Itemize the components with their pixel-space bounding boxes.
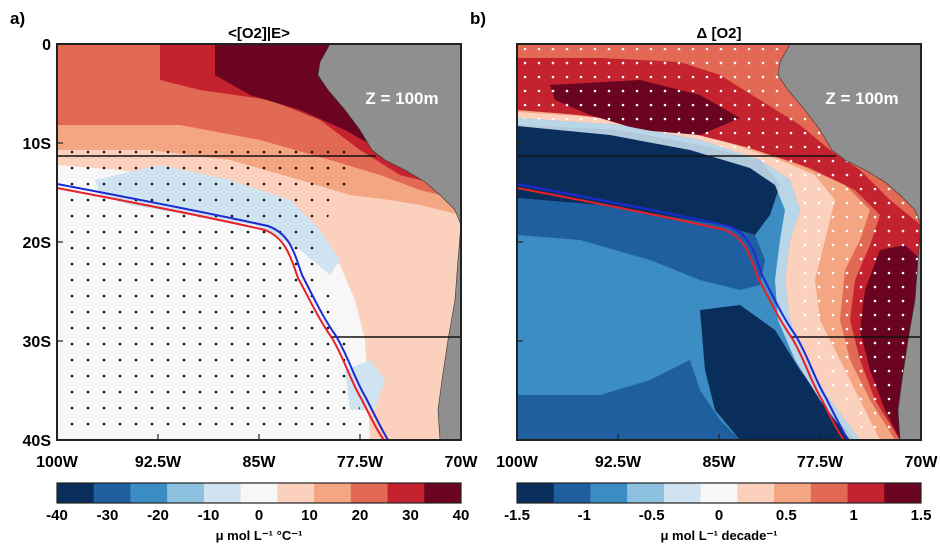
panel-a-colorbar-label: μ mol L⁻¹ °C⁻¹ xyxy=(216,528,303,543)
colorbar-tick-label: -1.5 xyxy=(504,507,530,524)
colorbar-tick-label: -20 xyxy=(147,507,169,524)
x-tick-label: 100W xyxy=(496,454,539,471)
panel-b-land-south xyxy=(897,224,921,440)
panel-a-blue-curve xyxy=(57,183,389,440)
panel-a-colorbar: -40 -30 -20 -10 0 10 20 30 40 xyxy=(46,482,470,524)
panel-b-label: b) xyxy=(470,9,486,28)
colorbar-swatch xyxy=(424,483,462,503)
x-tick-label: 92.5W xyxy=(135,454,182,471)
panel-b-mid-blue xyxy=(517,198,765,290)
colorbar-tick-label: -0.5 xyxy=(639,507,665,524)
x-tick-label: 77.5W xyxy=(797,454,844,471)
colorbar-swatch xyxy=(810,483,849,503)
panel-b-red-curve xyxy=(517,187,845,440)
panel-b-map xyxy=(517,44,921,440)
panel-b-stipple xyxy=(517,44,921,440)
panel-a-annotation: Z = 100m xyxy=(365,89,438,108)
colorbar-swatch xyxy=(590,483,628,503)
y-tick-label: 10S xyxy=(23,136,52,153)
panel-a-y-ticks: 0 10S 20S 30S 40S xyxy=(23,37,63,450)
x-tick-label: 77.5W xyxy=(337,454,384,471)
x-tick-label: 85W xyxy=(243,454,277,471)
x-tick-label: 92.5W xyxy=(595,454,642,471)
colorbar-swatch xyxy=(774,483,812,503)
panel-b-blue-curve xyxy=(517,183,849,440)
panel-b-deep-blue-south xyxy=(700,305,855,440)
colorbar-swatch xyxy=(130,483,168,503)
colorbar-swatch xyxy=(277,483,315,503)
panel-b: b) Δ [O2] Z = 100m 100W 92.5W 85W 77.5W 70W … xyxy=(470,9,938,543)
y-tick-label: 0 xyxy=(42,37,51,54)
panel-b-colorbar: -1.5 -1 -0.5 0 0.5 1 1.5 xyxy=(504,482,932,524)
x-tick-label: 70W xyxy=(905,454,939,471)
colorbar-tick-label: 10 xyxy=(301,507,318,524)
colorbar-swatch xyxy=(203,483,242,503)
panel-b-x-ticks: 100W 92.5W 85W 77.5W 70W xyxy=(496,434,938,471)
colorbar-tick-label: -10 xyxy=(198,507,220,524)
panel-b-mid-blue-south xyxy=(517,360,740,440)
colorbar-tick-label: 0 xyxy=(715,507,723,524)
panel-b-annotation: Z = 100m xyxy=(825,89,898,108)
colorbar-tick-label: -40 xyxy=(46,507,68,524)
colorbar-frame xyxy=(56,482,462,504)
panel-a-land xyxy=(317,44,461,226)
colorbar-swatch xyxy=(700,483,738,503)
panel-a-stipple xyxy=(57,150,365,440)
colorbar-tick-label: 0 xyxy=(255,507,263,524)
y-tick-label: 30S xyxy=(23,334,52,351)
colorbar-tick-label: 30 xyxy=(402,507,419,524)
colorbar-swatch xyxy=(350,483,389,503)
colorbar-tick-label: 20 xyxy=(352,507,369,524)
colorbar-swatch xyxy=(240,483,278,503)
y-tick-label: 40S xyxy=(23,433,52,450)
colorbar-swatch xyxy=(57,483,95,503)
y-tick-label: 20S xyxy=(23,235,52,252)
panel-a-land-south xyxy=(437,224,461,440)
colorbar-swatch xyxy=(847,483,885,503)
colorbar-swatch xyxy=(737,483,775,503)
panel-b-land xyxy=(777,44,921,226)
panel-a-title: <[O2]|E> xyxy=(228,25,290,42)
panel-a-label: a) xyxy=(10,9,25,28)
colorbar-tick-label: 40 xyxy=(453,507,470,524)
colorbar-tick-label: 0.5 xyxy=(776,507,797,524)
colorbar-swatch xyxy=(553,483,591,503)
colorbar-swatch xyxy=(314,483,352,503)
colorbar-swatch xyxy=(167,483,205,503)
panel-a: a) <[O2]|E> Z = 100m 0 10S 20S 30S 40S 100W 9… xyxy=(10,9,478,543)
colorbar-swatch xyxy=(627,483,665,503)
colorbar-swatch xyxy=(884,483,922,503)
colorbar-swatch xyxy=(387,483,425,503)
colorbar-tick-label: 1 xyxy=(849,507,857,524)
panel-a-map xyxy=(57,44,461,440)
panel-b-colorbar-label: μ mol L⁻¹ decade⁻¹ xyxy=(660,528,777,543)
colorbar-swatch xyxy=(517,483,555,503)
panel-b-y-tickmarks xyxy=(517,43,523,441)
panel-a-red-curve xyxy=(57,187,385,440)
panel-b-title: Δ [O2] xyxy=(697,25,742,42)
colorbar-swatch xyxy=(663,483,702,503)
colorbar-frame xyxy=(516,482,922,504)
x-tick-label: 70W xyxy=(445,454,479,471)
colorbar-swatch xyxy=(93,483,131,503)
panel-a-x-ticks: 100W 92.5W 85W 77.5W 70W xyxy=(36,434,478,471)
colorbar-tick-label: -1 xyxy=(578,507,591,524)
colorbar-tick-label: 1.5 xyxy=(911,507,932,524)
x-tick-label: 85W xyxy=(703,454,737,471)
colorbar-tick-label: -30 xyxy=(97,507,119,524)
x-tick-label: 100W xyxy=(36,454,79,471)
